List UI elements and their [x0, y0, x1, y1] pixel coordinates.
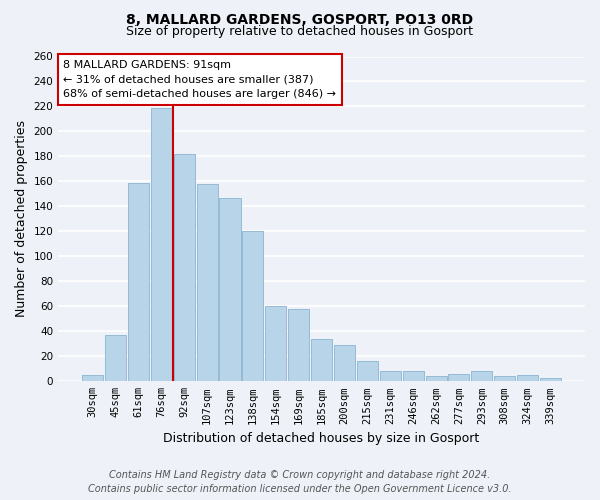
Bar	[448, 374, 469, 382]
Bar	[334, 345, 355, 382]
Bar	[517, 375, 538, 382]
Bar	[425, 376, 446, 382]
Bar	[494, 376, 515, 382]
Bar	[288, 309, 309, 382]
Bar	[265, 306, 286, 382]
Bar	[472, 372, 493, 382]
X-axis label: Distribution of detached houses by size in Gosport: Distribution of detached houses by size …	[163, 432, 480, 445]
Bar	[357, 362, 378, 382]
Bar	[380, 372, 401, 382]
Bar	[151, 108, 172, 382]
Text: 8 MALLARD GARDENS: 91sqm
← 31% of detached houses are smaller (387)
68% of semi-: 8 MALLARD GARDENS: 91sqm ← 31% of detach…	[64, 60, 337, 100]
Bar	[128, 182, 149, 382]
Bar	[220, 198, 241, 382]
Bar	[403, 372, 424, 382]
Bar	[242, 232, 263, 382]
Bar	[105, 335, 126, 382]
Text: Size of property relative to detached houses in Gosport: Size of property relative to detached ho…	[127, 25, 473, 38]
Bar	[197, 184, 218, 382]
Bar	[311, 339, 332, 382]
Bar	[540, 378, 561, 382]
Y-axis label: Number of detached properties: Number of detached properties	[15, 120, 28, 318]
Bar	[82, 375, 103, 382]
Bar	[173, 154, 195, 382]
Text: 8, MALLARD GARDENS, GOSPORT, PO13 0RD: 8, MALLARD GARDENS, GOSPORT, PO13 0RD	[127, 12, 473, 26]
Text: Contains HM Land Registry data © Crown copyright and database right 2024.
Contai: Contains HM Land Registry data © Crown c…	[88, 470, 512, 494]
